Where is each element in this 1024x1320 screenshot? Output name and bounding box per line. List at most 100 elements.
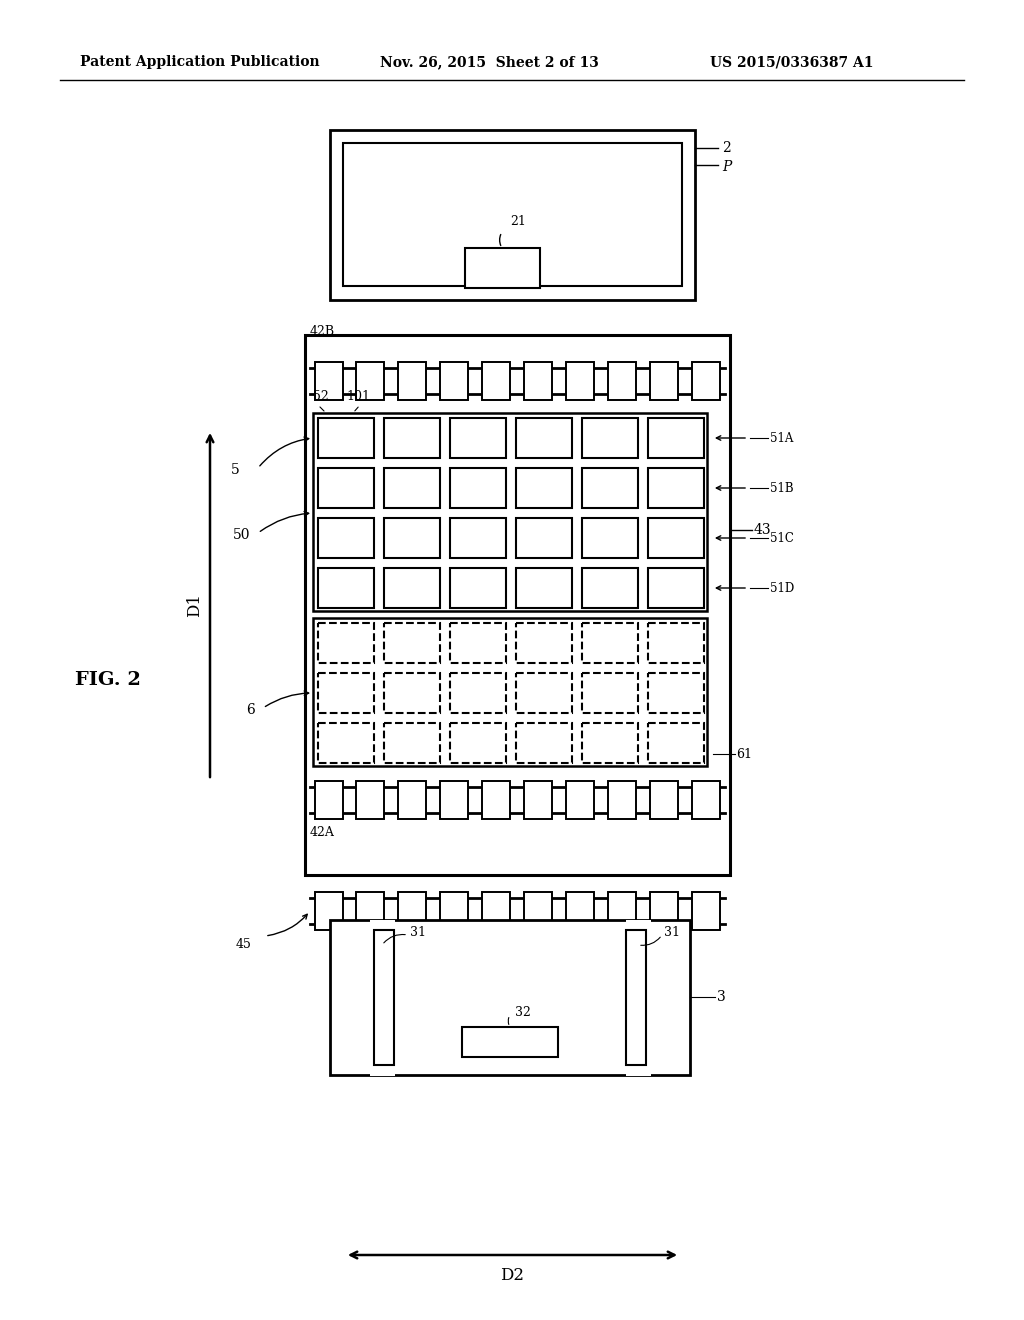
Bar	[692, 781, 720, 818]
Bar	[384, 673, 440, 713]
Bar	[384, 469, 440, 508]
Bar	[330, 129, 695, 300]
Bar	[356, 362, 384, 400]
Bar	[440, 892, 468, 931]
Bar	[398, 892, 426, 931]
Bar	[450, 418, 506, 458]
Text: 5: 5	[231, 463, 240, 477]
Bar	[516, 469, 572, 508]
Bar	[462, 1027, 558, 1057]
Bar	[384, 418, 440, 458]
Bar	[318, 517, 374, 558]
Text: 2: 2	[722, 141, 731, 154]
Bar	[582, 418, 638, 458]
Bar	[608, 781, 636, 818]
Bar	[516, 517, 572, 558]
Bar	[482, 892, 510, 931]
Bar	[482, 362, 510, 400]
Bar	[450, 673, 506, 713]
Text: 51C: 51C	[770, 532, 794, 544]
Bar	[318, 418, 374, 458]
Text: FIG. 2: FIG. 2	[75, 671, 141, 689]
Bar	[524, 892, 552, 931]
Text: 101: 101	[346, 389, 370, 403]
Bar	[648, 469, 705, 508]
Bar	[450, 469, 506, 508]
Bar	[374, 931, 394, 1065]
Bar	[648, 568, 705, 609]
Bar	[566, 362, 594, 400]
Bar	[313, 413, 707, 611]
Bar	[313, 618, 707, 766]
Text: D2: D2	[500, 1266, 524, 1283]
Bar	[318, 469, 374, 508]
Bar	[318, 723, 374, 763]
Bar	[582, 517, 638, 558]
Bar	[516, 723, 572, 763]
Text: 6: 6	[246, 704, 255, 717]
Bar	[482, 781, 510, 818]
Bar	[648, 517, 705, 558]
Bar	[582, 623, 638, 663]
Bar	[648, 723, 705, 763]
Bar	[692, 362, 720, 400]
Text: 51B: 51B	[770, 482, 794, 495]
Bar	[582, 673, 638, 713]
Bar	[384, 623, 440, 663]
Bar	[516, 418, 572, 458]
Bar	[450, 568, 506, 609]
Bar	[524, 362, 552, 400]
Text: 50: 50	[232, 528, 250, 543]
Text: 31: 31	[664, 925, 680, 939]
Text: 42B: 42B	[310, 325, 335, 338]
Bar	[450, 517, 506, 558]
Text: 45: 45	[237, 937, 252, 950]
Bar	[440, 781, 468, 818]
Bar	[330, 920, 690, 1074]
Bar	[398, 362, 426, 400]
Bar	[384, 568, 440, 609]
Bar	[440, 362, 468, 400]
Text: 61: 61	[736, 747, 752, 760]
Text: 32: 32	[515, 1006, 530, 1019]
Bar	[648, 673, 705, 713]
Bar	[516, 673, 572, 713]
Bar	[318, 623, 374, 663]
Bar	[318, 673, 374, 713]
Bar	[516, 568, 572, 609]
Bar	[465, 248, 540, 288]
Text: Patent Application Publication: Patent Application Publication	[80, 55, 319, 69]
Bar	[450, 623, 506, 663]
Text: D1: D1	[186, 593, 204, 616]
Bar	[608, 362, 636, 400]
Text: 3: 3	[717, 990, 726, 1005]
Bar	[516, 623, 572, 663]
Bar	[524, 781, 552, 818]
Bar	[566, 781, 594, 818]
Bar	[692, 892, 720, 931]
Bar	[318, 568, 374, 609]
Bar	[384, 723, 440, 763]
Text: P: P	[722, 160, 731, 174]
Bar	[398, 781, 426, 818]
Text: 42A: 42A	[310, 826, 335, 840]
Text: 43: 43	[754, 523, 772, 537]
Bar	[582, 568, 638, 609]
Bar	[608, 892, 636, 931]
Bar	[648, 418, 705, 458]
Bar	[356, 892, 384, 931]
Text: 51A: 51A	[770, 432, 794, 445]
Bar	[648, 623, 705, 663]
Text: 51D: 51D	[770, 582, 795, 594]
Text: Nov. 26, 2015  Sheet 2 of 13: Nov. 26, 2015 Sheet 2 of 13	[380, 55, 599, 69]
Bar	[305, 335, 730, 875]
Bar	[582, 723, 638, 763]
Bar	[450, 723, 506, 763]
Bar	[343, 143, 682, 286]
Bar	[315, 892, 343, 931]
Bar	[650, 362, 678, 400]
Text: 21: 21	[510, 215, 526, 228]
Text: 31: 31	[410, 925, 426, 939]
Bar	[566, 892, 594, 931]
Bar	[356, 781, 384, 818]
